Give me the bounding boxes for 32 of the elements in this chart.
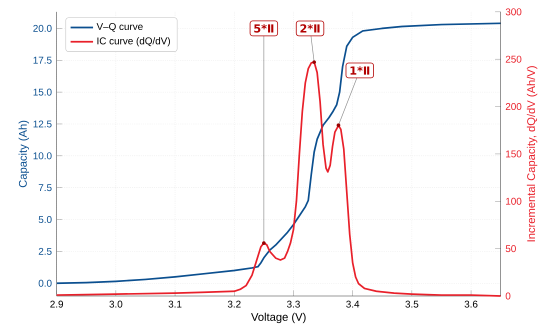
y2-tick-label: 150 xyxy=(506,150,522,158)
y2-tick-label: 50 xyxy=(506,244,516,252)
x-tick-label: 3.5 xyxy=(405,300,418,308)
y2-tick-label: 300 xyxy=(506,8,522,16)
x-tick-label: 3.3 xyxy=(286,300,300,308)
y-tick-label: 5.0 xyxy=(38,216,52,223)
y-tick-label: 10.0 xyxy=(34,152,52,160)
x-tick-label: 3.0 xyxy=(109,300,122,308)
y-tick-label: 12.5 xyxy=(34,120,52,128)
x-tick-label: 3.1 xyxy=(168,300,182,308)
y-tick-label: 15.0 xyxy=(34,88,52,96)
x-tick-label: 2.9 xyxy=(50,300,64,308)
x-tick-label: 3.2 xyxy=(228,300,241,308)
annotation: 2*Ⅱ xyxy=(300,24,320,32)
x-tick-label: 3.6 xyxy=(464,300,478,308)
y-tick-label: 17.5 xyxy=(34,56,52,64)
y2-tick-label: 0 xyxy=(506,292,510,300)
legend-label: IC curve (dQ/dV) xyxy=(97,36,170,46)
y2-tick-label: 250 xyxy=(506,55,522,62)
y2-tick-label: 100 xyxy=(506,198,522,205)
legend-label: V–Q curve xyxy=(96,22,143,32)
y2-axis-title: Incremental Capacity, dQ/dV (Ah/V) xyxy=(526,66,538,242)
y-tick-label: 20.0 xyxy=(33,24,52,32)
y-axis-title: Capacity (Ah) xyxy=(18,120,30,187)
annotation: 5*Ⅱ xyxy=(254,24,274,32)
y2-tick-label: 200 xyxy=(506,102,522,110)
y-tick-label: 7.5 xyxy=(38,184,52,191)
x-tick-label: 3.4 xyxy=(346,300,360,308)
y-tick-label: 2.5 xyxy=(38,248,52,255)
annotation: 1*Ⅱ xyxy=(350,66,370,74)
y-tick-label: 0.0 xyxy=(38,280,52,287)
x-axis-title: Voltage (V) xyxy=(251,312,306,323)
